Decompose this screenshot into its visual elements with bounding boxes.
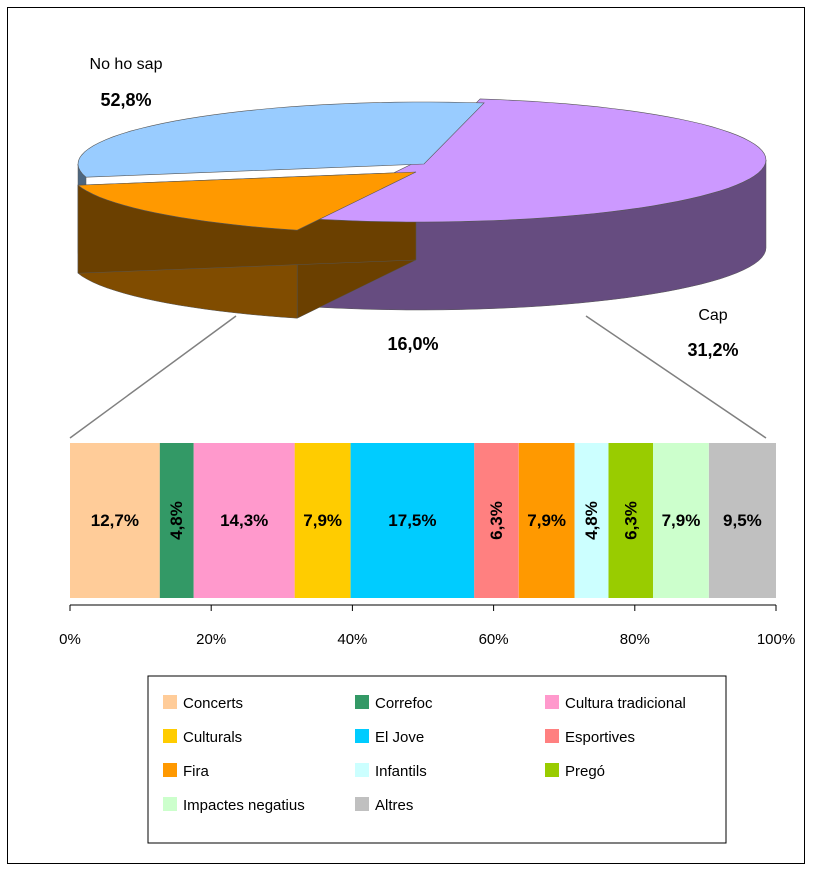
legend-swatch-fira bbox=[163, 763, 177, 777]
x-tick-label-0: 0% bbox=[59, 631, 81, 648]
pie-label-no-ho-sap: No ho sap bbox=[90, 56, 163, 73]
pie-chart bbox=[77, 98, 767, 319]
legend-label-el-jove: El Jove bbox=[375, 729, 424, 746]
legend-label-altres: Altres bbox=[375, 797, 413, 814]
legend-swatch-concerts bbox=[163, 695, 177, 709]
legend-label-correfoc: Correfoc bbox=[375, 695, 433, 712]
pie-label-cap: Cap bbox=[698, 307, 727, 324]
stacked-bar bbox=[70, 443, 776, 598]
connector-line-right bbox=[585, 315, 767, 439]
legend-label-prego: Pregó bbox=[565, 763, 605, 780]
chart-canvas: No ho sap 52,8% 16,0% Cap 31,2% 12,7% 4,8% 14,3… bbox=[59, 56, 795, 844]
bar-label-fira: 7,9% bbox=[527, 511, 566, 530]
connector-line-left bbox=[69, 315, 237, 439]
bar-segment-infantils bbox=[574, 443, 609, 598]
x-tick-label-1: 20% bbox=[196, 631, 226, 648]
legend-box bbox=[147, 675, 727, 844]
legend-swatch-impactes-negatius bbox=[163, 797, 177, 811]
bar-segment-fira bbox=[518, 443, 575, 598]
bar-label-infantils: 4,8% bbox=[582, 501, 601, 540]
legend-swatch-infantils bbox=[355, 763, 369, 777]
bar-segment-correfoc bbox=[159, 443, 194, 598]
legend-swatch-cultura-tradicional bbox=[545, 695, 559, 709]
bar-segment-altres bbox=[708, 443, 776, 598]
bar-label-esportives: 6,3% bbox=[487, 501, 506, 540]
bar-segment-concerts bbox=[70, 443, 160, 598]
pie-value-slice-1: 16,0% bbox=[387, 334, 438, 354]
pie-value-no-ho-sap: 52,8% bbox=[100, 90, 151, 110]
x-tick-label-3: 60% bbox=[479, 631, 509, 648]
legend bbox=[147, 675, 727, 844]
legend-swatch-prego bbox=[545, 763, 559, 777]
legend-label-concerts: Concerts bbox=[183, 695, 243, 712]
legend-label-esportives: Esportives bbox=[565, 729, 635, 746]
bar-segment-culturals bbox=[294, 443, 351, 598]
pie-value-cap: 31,2% bbox=[687, 340, 738, 360]
legend-swatch-esportives bbox=[545, 729, 559, 743]
legend-label-culturals: Culturals bbox=[183, 729, 242, 746]
legend-swatch-el-jove bbox=[355, 729, 369, 743]
legend-swatch-altres bbox=[355, 797, 369, 811]
bar-label-altres: 9,5% bbox=[723, 511, 762, 530]
legend-label-impactes-negatius: Impactes negatius bbox=[183, 797, 305, 814]
bar-label-concerts: 12,7% bbox=[91, 511, 139, 530]
bar-label-prego: 6,3% bbox=[621, 501, 640, 540]
bar-label-cultura-tradicional: 14,3% bbox=[220, 511, 268, 530]
bar-label-culturals: 7,9% bbox=[303, 511, 342, 530]
legend-label-cultura-tradicional: Cultura tradicional bbox=[565, 695, 686, 712]
legend-swatch-culturals bbox=[163, 729, 177, 743]
chart-frame: No ho sap 52,8% 16,0% Cap 31,2% 12,7% 4,8% 14,3… bbox=[7, 7, 805, 864]
bar-segment-impactes-negatius bbox=[653, 443, 709, 598]
pie-slice-no-ho-sap bbox=[300, 98, 767, 223]
bar-segment-el-jove bbox=[350, 443, 475, 598]
legend-label-fira: Fira bbox=[183, 763, 209, 780]
bar-label-correfoc: 4,8% bbox=[167, 501, 186, 540]
bar-label-impactes-negatius: 7,9% bbox=[662, 511, 701, 530]
x-tick-label-4: 80% bbox=[620, 631, 650, 648]
bar-label-el-jove: 17,5% bbox=[388, 511, 436, 530]
pie-slice-cap bbox=[77, 101, 485, 178]
legend-swatch-correfoc bbox=[355, 695, 369, 709]
bar-segment-cultura-tradicional bbox=[193, 443, 295, 598]
legend-label-infantils: Infantils bbox=[375, 763, 427, 780]
pie-slice-slice-1 bbox=[77, 171, 417, 231]
x-tick-label-2: 40% bbox=[337, 631, 367, 648]
bar-segment-esportives bbox=[474, 443, 519, 598]
bar-segment-prego bbox=[608, 443, 653, 598]
x-tick-label-5: 100% bbox=[757, 631, 795, 648]
